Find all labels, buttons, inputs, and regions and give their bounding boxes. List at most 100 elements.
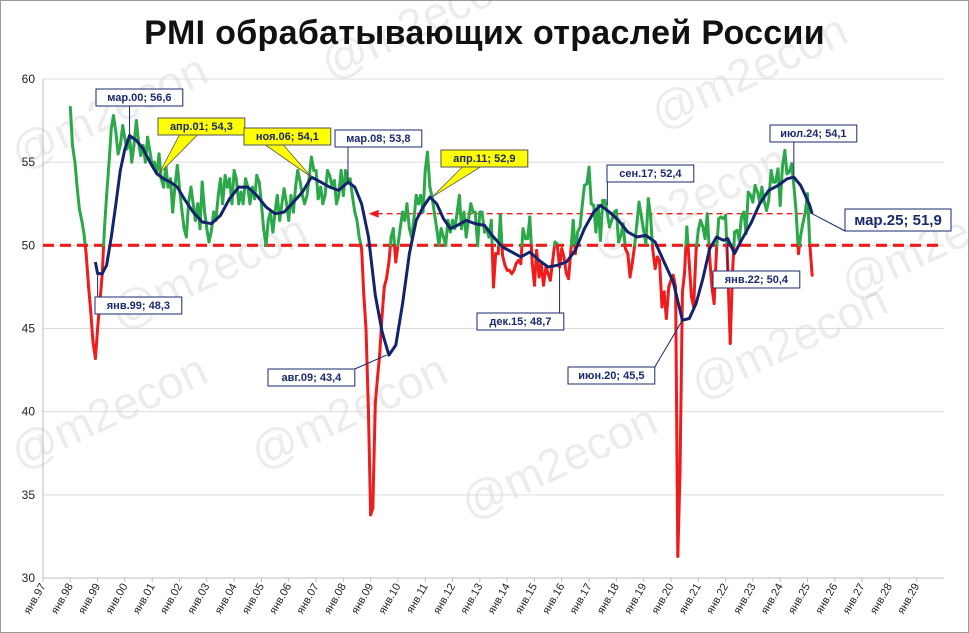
watermark-text: @m2econ [312, 0, 525, 89]
pmi-segment [637, 200, 643, 219]
pmi-segment [680, 270, 687, 294]
pmi-segment [801, 210, 807, 226]
x-tick-label: янв.23 [731, 582, 758, 617]
annotation-label: авг.09; 43,4 [282, 372, 343, 384]
x-tick-label: янв.00 [104, 582, 131, 617]
y-tick-label: 60 [22, 72, 36, 86]
x-tick-label: янв.97 [22, 582, 49, 617]
pmi-segment [687, 262, 693, 299]
annotation-label: мар.08; 53,8 [346, 133, 410, 145]
pmi-segment [676, 473, 682, 558]
pmi-segment [87, 285, 93, 314]
moving-average-line [93, 134, 814, 357]
x-tick-label: янв.16 [540, 582, 567, 617]
pmi-segment [380, 285, 386, 317]
pmi-segment [309, 155, 316, 172]
pmi-segment [121, 124, 127, 141]
x-tick-label: янв.18 [595, 582, 622, 617]
pmi-segment [175, 163, 182, 191]
pmi-segment [102, 227, 106, 247]
pmi-segment [171, 185, 177, 214]
y-tick-label: 40 [22, 405, 36, 419]
pmi-segment [282, 187, 289, 206]
x-tick-label: янв.17 [568, 582, 595, 617]
pmi-segment [259, 202, 266, 231]
pmi-segment [134, 119, 141, 144]
annotation-leader [354, 354, 387, 370]
pmi-segment [350, 193, 357, 214]
pmi-segment [614, 208, 621, 244]
annotation-leader [811, 213, 846, 232]
x-tick-label: янв.26 [813, 582, 840, 617]
annotation-box [567, 366, 656, 385]
annotation-leader [654, 319, 683, 368]
annotation-box [334, 129, 423, 148]
annotation-label: апр.11; 52,9 [453, 153, 515, 165]
pmi-segment [93, 327, 100, 360]
annotation-box [157, 117, 246, 136]
pmi-segment [364, 327, 370, 414]
annotation-label: сен.17; 52,4 [619, 168, 682, 180]
x-tick-label: янв.02 [158, 582, 185, 617]
pmi-segment [808, 243, 814, 277]
x-tick-label: янв.04 [213, 582, 240, 617]
annotation-box [476, 312, 565, 331]
pmi-segment [111, 114, 118, 134]
watermark-text: @m2econ [832, 173, 969, 309]
pmi-segment [203, 210, 209, 231]
pmi-segment [80, 218, 86, 236]
annotation-box [267, 368, 356, 387]
pmi-segment [765, 198, 771, 212]
pmi-segment [521, 227, 527, 241]
x-tick-label: янв.99 [76, 582, 103, 617]
pmi-segment [68, 105, 74, 148]
pmi-segment [200, 180, 207, 214]
x-tick-label: янв.20 [650, 582, 677, 617]
annotation-pointer [431, 166, 482, 198]
pmi-segment [362, 293, 368, 330]
y-tick-label: 30 [22, 571, 36, 585]
pmi-segment [480, 210, 486, 234]
pmi-segment [375, 353, 382, 380]
x-tick-label: янв.25 [786, 582, 813, 617]
pmi-segment [264, 218, 270, 247]
pmi-segment [783, 149, 789, 176]
pmi-segment [366, 410, 373, 517]
pmi-segment [792, 183, 798, 212]
pmi-segment [639, 215, 646, 232]
pmi-segment [492, 252, 498, 289]
pmi-segment [373, 376, 379, 405]
pmi-segment [664, 285, 671, 321]
pmi-segment [75, 185, 81, 211]
pmi-segment [89, 310, 95, 344]
annotation-pointer [264, 144, 312, 178]
annotation-box [606, 164, 695, 183]
annotation-box [94, 296, 183, 315]
pmi-segment [519, 243, 524, 266]
pmi-segment [686, 243, 691, 266]
x-tick-label: янв.11 [404, 582, 431, 616]
x-tick-label: янв.13 [458, 582, 485, 617]
pmi-segment [107, 127, 113, 164]
annotation-box [712, 270, 801, 289]
pmi-segment [476, 210, 482, 247]
pmi-segment [394, 243, 400, 264]
pmi-segment [432, 210, 439, 231]
pmi-segment [715, 217, 721, 247]
annotation-label: янв.99; 48,3 [107, 300, 170, 312]
pmi-segment [683, 243, 688, 274]
x-tick-label: янв.03 [185, 582, 212, 617]
pmi-segment [574, 230, 580, 247]
annotation-box [243, 127, 332, 146]
pmi-segment [501, 253, 507, 267]
pmi-segment [296, 168, 302, 184]
x-tick-label: янв.10 [377, 582, 404, 617]
watermark-text: @m2econ [242, 343, 455, 479]
x-tick-label: янв.21 [677, 582, 704, 617]
x-tick-label: янв.06 [267, 582, 294, 617]
y-tick-label: 50 [22, 238, 36, 252]
x-tick-label: янв.24 [759, 582, 786, 617]
pmi-segment [695, 228, 700, 247]
pmi-segment [207, 228, 213, 244]
